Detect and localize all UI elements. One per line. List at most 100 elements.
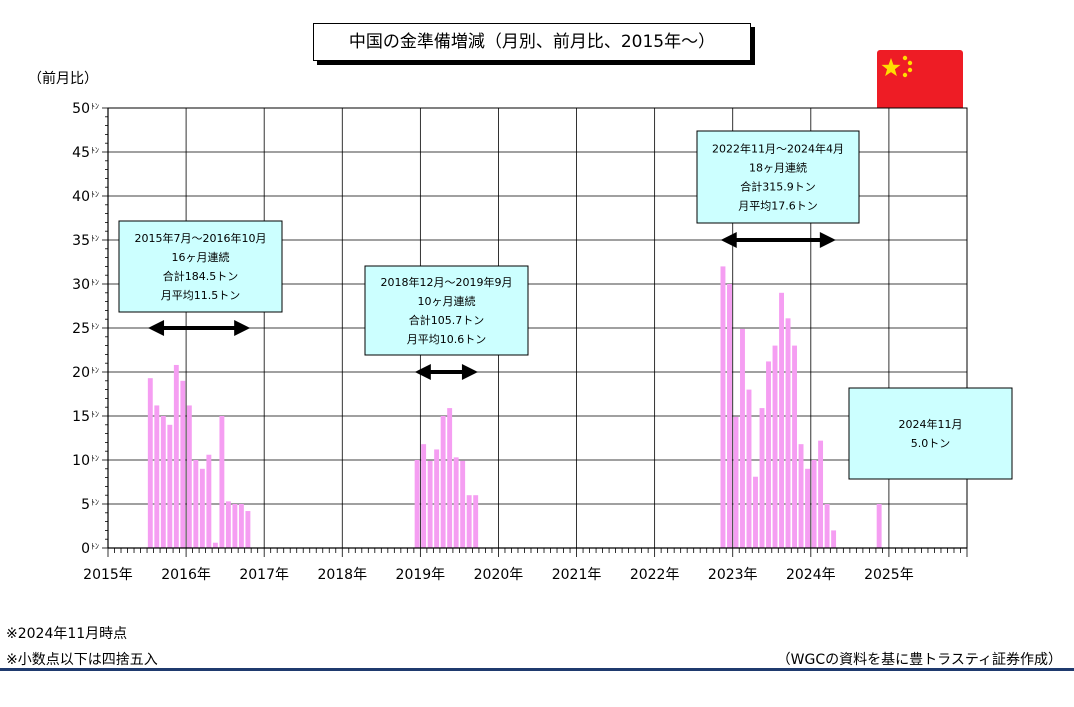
- bar: [232, 504, 238, 548]
- bar: [186, 405, 192, 548]
- annotation-box: [364, 265, 529, 356]
- china-flag-stars: [881, 55, 913, 78]
- bar: [245, 511, 251, 548]
- x-tick-label: 2018年: [317, 567, 367, 583]
- y-tick-label: 45: [72, 145, 90, 161]
- bar: [740, 328, 745, 548]
- x-tick-label: 2016年: [161, 567, 211, 583]
- bar: [154, 405, 160, 548]
- bar: [720, 266, 726, 548]
- bar: [453, 457, 459, 548]
- bar: [414, 460, 420, 548]
- bar: [798, 444, 804, 548]
- annotation-text: 月平均11.5トン: [161, 289, 241, 302]
- y-tick-label: 10: [72, 453, 90, 469]
- bar: [167, 424, 173, 548]
- y-tick-unit: ﾄﾝ: [91, 410, 99, 419]
- bar: [421, 444, 427, 548]
- china-flag-icon: [877, 50, 963, 112]
- bar: [225, 501, 231, 548]
- bar: [147, 378, 153, 548]
- annotations: 2015年7月～2016年10月 16ヶ月連続合計184.5トン月平均11.5トン…: [118, 130, 1013, 480]
- bar: [818, 440, 824, 548]
- y-tick-label: 0: [81, 541, 90, 557]
- y-axis-label: （前月比）: [28, 70, 98, 87]
- y-tick-label: 15: [72, 409, 90, 425]
- range-arrow-head-left: [720, 232, 737, 248]
- annotation-text: 2024年11月: [899, 417, 963, 431]
- y-tick-unit: ﾄﾝ: [91, 454, 99, 463]
- annotation-text: 2018年12月～2019年9月: [381, 275, 513, 289]
- bar: [193, 460, 199, 548]
- y-tick-label: 35: [72, 233, 90, 249]
- note-date: ※2024年11月時点: [6, 626, 128, 642]
- y-tick-label: 30: [72, 277, 90, 293]
- range-arrow-head-right: [461, 364, 478, 380]
- x-tick-label: 2022年: [630, 567, 680, 583]
- bar: [447, 408, 453, 548]
- bar: [805, 468, 811, 548]
- annotation-text: 10ヶ月連続: [418, 294, 476, 308]
- x-tick-label: 2025年: [864, 567, 914, 583]
- bar: [772, 345, 778, 548]
- bar: [876, 504, 882, 548]
- range-arrow-head-left: [414, 364, 431, 380]
- y-tick-label: 5: [81, 497, 90, 513]
- annotation-text: 16ヶ月連続: [172, 250, 230, 264]
- annotation-box: [118, 220, 283, 313]
- y-tick-unit: ﾄﾝ: [91, 278, 99, 287]
- x-tick-label: 2019年: [396, 567, 446, 583]
- range-arrow-head-left: [148, 320, 165, 336]
- y-tick-unit: ﾄﾝ: [91, 498, 99, 507]
- bar: [831, 530, 837, 548]
- annotation-text: 合計184.5トン: [163, 269, 239, 283]
- annotation-text: 2022年11月～2024年4月: [712, 142, 844, 156]
- x-tick-label: 2023年: [708, 567, 758, 583]
- bar: [766, 361, 771, 548]
- annotation-text: 月平均10.6トン: [407, 333, 487, 346]
- y-tick-label: 25: [72, 321, 90, 337]
- range-arrow-head-right: [234, 320, 251, 336]
- annotation-box: [696, 130, 860, 224]
- x-tick-label: 2015年: [83, 567, 133, 583]
- x-tick-label: 2021年: [552, 567, 602, 583]
- bar: [733, 416, 739, 548]
- bar: [460, 460, 466, 548]
- y-tick-unit: ﾄﾝ: [91, 102, 99, 111]
- y-tick-label: 40: [72, 189, 90, 205]
- y-tick-unit: ﾄﾝ: [91, 234, 99, 243]
- y-tick-label: 20: [72, 365, 90, 381]
- y-tick-unit: ﾄﾝ: [91, 322, 99, 331]
- x-tick-label: 2017年: [239, 567, 289, 583]
- bar: [427, 460, 433, 548]
- x-tick-label: 2024年: [786, 567, 836, 583]
- note-rounding: ※小数点以下は四捨五入: [6, 652, 158, 668]
- bar: [440, 416, 446, 548]
- bar: [434, 449, 440, 548]
- y-tick-unit: ﾄﾝ: [91, 190, 99, 199]
- annotation-text: 合計315.9トン: [740, 180, 816, 194]
- annotation-text: 合計105.7トン: [409, 313, 485, 327]
- annotation-text: 5.0トン: [911, 437, 951, 450]
- bar: [180, 380, 186, 548]
- y-tick-label: 50: [72, 101, 90, 117]
- bar: [466, 495, 472, 548]
- axes: [102, 107, 968, 557]
- bar: [746, 389, 752, 548]
- bar: [779, 292, 784, 548]
- bar: [785, 318, 791, 548]
- annotation-box: [848, 387, 1013, 480]
- bar: [727, 284, 732, 548]
- bar: [160, 416, 166, 548]
- annotation-text: 18ヶ月連続: [749, 161, 807, 175]
- bottom-rule: [0, 668, 1074, 671]
- bar: [753, 476, 758, 548]
- bar: [173, 364, 179, 548]
- bar-series: [147, 266, 882, 548]
- chart-title: 中国の金準備増減（月別、前月比、2015年～）: [313, 23, 751, 61]
- bar: [811, 460, 817, 548]
- annotation-text: 2015年7月～2016年10月: [135, 231, 267, 245]
- range-arrow-head-right: [819, 232, 836, 248]
